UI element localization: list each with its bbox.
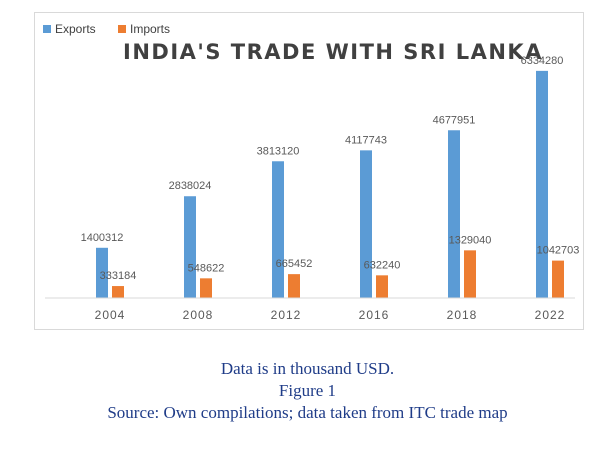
x-tick-label-2004: 2004 <box>95 308 126 322</box>
bar-imports-2016 <box>376 275 388 298</box>
data-label-imports-2012: 665452 <box>276 258 313 270</box>
x-tick-label-2012: 2012 <box>271 308 302 322</box>
bar-imports-2012 <box>288 274 300 298</box>
bar-exports-2022 <box>536 70 548 298</box>
legend-swatch-exports <box>43 25 51 33</box>
figure-label: Figure 1 <box>278 381 337 400</box>
bar-chart: Exports Imports INDIA'S TRADE WITH SRI L… <box>43 22 580 322</box>
bar-exports-2018 <box>448 130 460 298</box>
x-tick-label-2016: 2016 <box>359 308 390 322</box>
data-label-imports-2022: 1042703 <box>537 245 580 257</box>
data-label-imports-2018: 1329040 <box>449 234 492 246</box>
chart-title: INDIA'S TRADE WITH SRI LANKA <box>123 40 543 64</box>
x-tick-label-2018: 2018 <box>447 308 478 322</box>
data-label-imports-2008: 548622 <box>188 262 225 274</box>
data-unit-note: Data is in thousand USD. <box>220 359 395 378</box>
plot-area: 1400312 333184 2004 2838024 548622 2008 381312… <box>81 55 580 322</box>
bar-exports-2004 <box>96 247 108 298</box>
bar-imports-2018 <box>464 250 476 298</box>
bar-imports-2004 <box>112 286 124 298</box>
data-label-exports-2018: 4677951 <box>433 114 476 126</box>
data-label-exports-2022: 6334280 <box>521 55 564 67</box>
bar-exports-2008 <box>184 196 196 298</box>
data-label-exports-2012: 3813120 <box>257 145 300 157</box>
bar-exports-2012 <box>272 161 284 298</box>
legend-label-imports: Imports <box>130 22 170 36</box>
bar-imports-2008 <box>200 278 212 298</box>
bar-imports-2022 <box>552 260 564 298</box>
legend: Exports Imports <box>43 22 170 36</box>
data-label-exports-2016: 4117743 <box>345 134 387 146</box>
data-label-imports-2016: 632240 <box>364 259 401 271</box>
chart-frame: Exports Imports INDIA'S TRADE WITH SRI L… <box>34 12 584 330</box>
legend-swatch-imports <box>118 25 126 33</box>
x-tick-label-2008: 2008 <box>183 308 214 322</box>
legend-label-exports: Exports <box>55 22 96 36</box>
data-label-exports-2004: 1400312 <box>81 232 124 244</box>
data-label-imports-2004: 333184 <box>100 270 137 282</box>
source-note: Source: Own compilations; data taken fro… <box>107 403 508 422</box>
data-label-exports-2008: 2838024 <box>169 180 212 192</box>
bar-exports-2016 <box>360 150 372 298</box>
x-tick-label-2022: 2022 <box>535 308 566 322</box>
